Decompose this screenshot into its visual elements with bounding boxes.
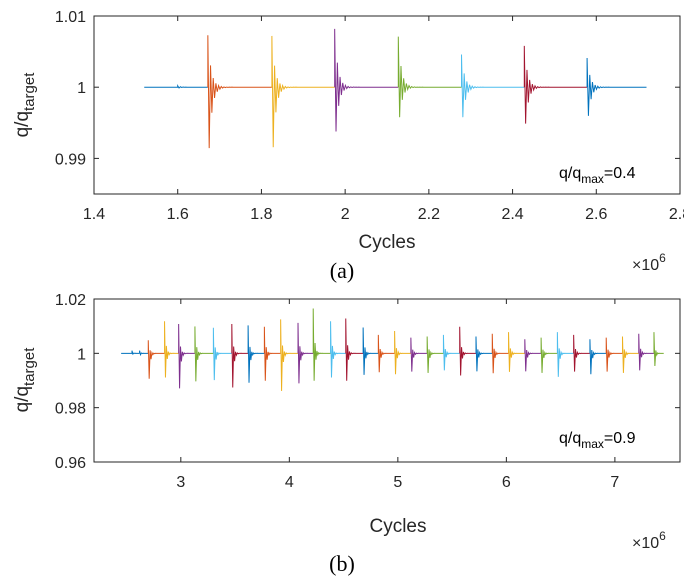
series-burst (426, 336, 444, 373)
series-burst (394, 331, 411, 375)
panel-a-annotation-main: q/q (559, 165, 581, 182)
panel-a-annotation-value: =0.4 (604, 165, 636, 182)
x-tick-label: 2.2 (418, 206, 440, 223)
panel-a-series (144, 28, 647, 149)
series-burst (638, 333, 654, 371)
x-tick-label: 4 (285, 474, 294, 491)
panel-b-x-multiplier-base: ×10 (632, 535, 659, 552)
series-burst (271, 35, 335, 148)
series-burst (231, 323, 249, 388)
panel-b-x-label: Cycles (369, 516, 426, 537)
panel-a-y-label-main: q/q (12, 111, 33, 137)
panel-b-series (121, 308, 664, 391)
series-burst (147, 340, 165, 379)
series-burst (330, 321, 346, 378)
x-tick-label: 1.4 (83, 206, 105, 223)
series-burst (121, 350, 140, 356)
series-burst (263, 326, 281, 381)
x-tick-label: 2.4 (501, 206, 523, 223)
series-burst (475, 336, 493, 372)
panel-a-x-multiplier: ×106 (632, 251, 666, 274)
series-burst (459, 326, 476, 376)
panel-b-x-multiplier: ×106 (632, 529, 666, 552)
y-tick-label: 1 (77, 80, 86, 97)
series-burst (523, 45, 588, 124)
series-burst (508, 332, 525, 372)
panel-a-frame (93, 15, 681, 195)
panel-b-annotation-sub: max (581, 437, 604, 451)
series-burst (442, 334, 460, 371)
panel-b-caption: (b) (329, 551, 355, 576)
series-burst (164, 321, 179, 378)
series-burst (144, 83, 208, 89)
panel-a-caption: (a) (330, 258, 354, 283)
panel-b-x-ticks: 3 4 5 6 7 (176, 299, 619, 491)
panel-b-annotation-value: =0.9 (604, 430, 636, 447)
panel-a-x-ticks: 1.4 1.6 1.8 2 2.2 2.4 2.6 2.8 (83, 16, 684, 223)
series-burst (194, 326, 214, 382)
panel-b-frame (93, 298, 681, 463)
series-burst (653, 332, 664, 366)
x-tick-label: 2.8 (669, 206, 684, 223)
series-burst (178, 323, 195, 389)
panel-a-y-label-sub: target (21, 72, 38, 111)
panel-b-annotation-main: q/q (559, 430, 581, 447)
series-burst (589, 339, 607, 375)
series-burst (605, 337, 623, 372)
series-burst (312, 308, 331, 381)
panel-a-x-multiplier-exp: 6 (659, 251, 666, 265)
series-burst (297, 322, 314, 384)
panel-b-y-label: q/qtarget (12, 347, 38, 413)
series-burst (377, 334, 395, 373)
x-tick-label: 1.8 (250, 206, 272, 223)
panel-b-y-label-main: q/q (12, 386, 33, 412)
panel-b-y-ticks: 0.96 0.98 1 1.02 (55, 292, 680, 472)
panel-a-y-label: q/qtarget (12, 72, 38, 138)
series-burst (524, 339, 542, 372)
y-tick-label: 1.01 (55, 9, 86, 26)
series-burst (621, 336, 639, 373)
series-burst (410, 337, 428, 372)
series-burst (461, 54, 525, 118)
series-burst (540, 337, 558, 373)
y-tick-label: 1 (77, 346, 86, 363)
y-tick-label: 0.98 (55, 401, 86, 418)
y-tick-label: 1.02 (55, 292, 86, 309)
x-tick-label: 2 (341, 206, 350, 223)
series-burst (345, 318, 364, 381)
x-tick-label: 6 (502, 474, 511, 491)
panel-a-y-ticks: 0.99 1 1.01 (55, 9, 680, 168)
x-tick-label: 1.6 (167, 206, 189, 223)
y-tick-label: 0.96 (55, 455, 86, 472)
series-burst (573, 334, 590, 372)
series-burst (212, 327, 232, 381)
panel-b-annotation: q/qmax=0.9 (559, 430, 636, 451)
panel-a-x-label: Cycles (358, 232, 415, 253)
series-burst (247, 325, 265, 383)
series-burst (139, 350, 149, 357)
series-burst (491, 333, 509, 374)
series-burst (334, 28, 399, 132)
x-tick-label: 7 (610, 474, 619, 491)
series-burst (280, 319, 299, 391)
series-burst (586, 57, 647, 116)
series-burst (207, 35, 272, 149)
panel-a-annotation: q/qmax=0.4 (559, 165, 636, 186)
x-tick-label: 2.6 (585, 206, 607, 223)
series-burst (362, 327, 379, 375)
panel-b-y-label-sub: target (21, 347, 38, 386)
x-tick-label: 3 (176, 474, 185, 491)
x-tick-label: 5 (393, 474, 402, 491)
panel-a-annotation-sub: max (581, 172, 604, 186)
series-burst (556, 332, 574, 377)
panel-a-x-multiplier-base: ×10 (632, 257, 659, 274)
series-burst (397, 36, 462, 118)
panel-a-background (0, 0, 684, 300)
y-tick-label: 0.99 (55, 151, 86, 168)
panel-b-x-multiplier-exp: 6 (659, 529, 666, 543)
